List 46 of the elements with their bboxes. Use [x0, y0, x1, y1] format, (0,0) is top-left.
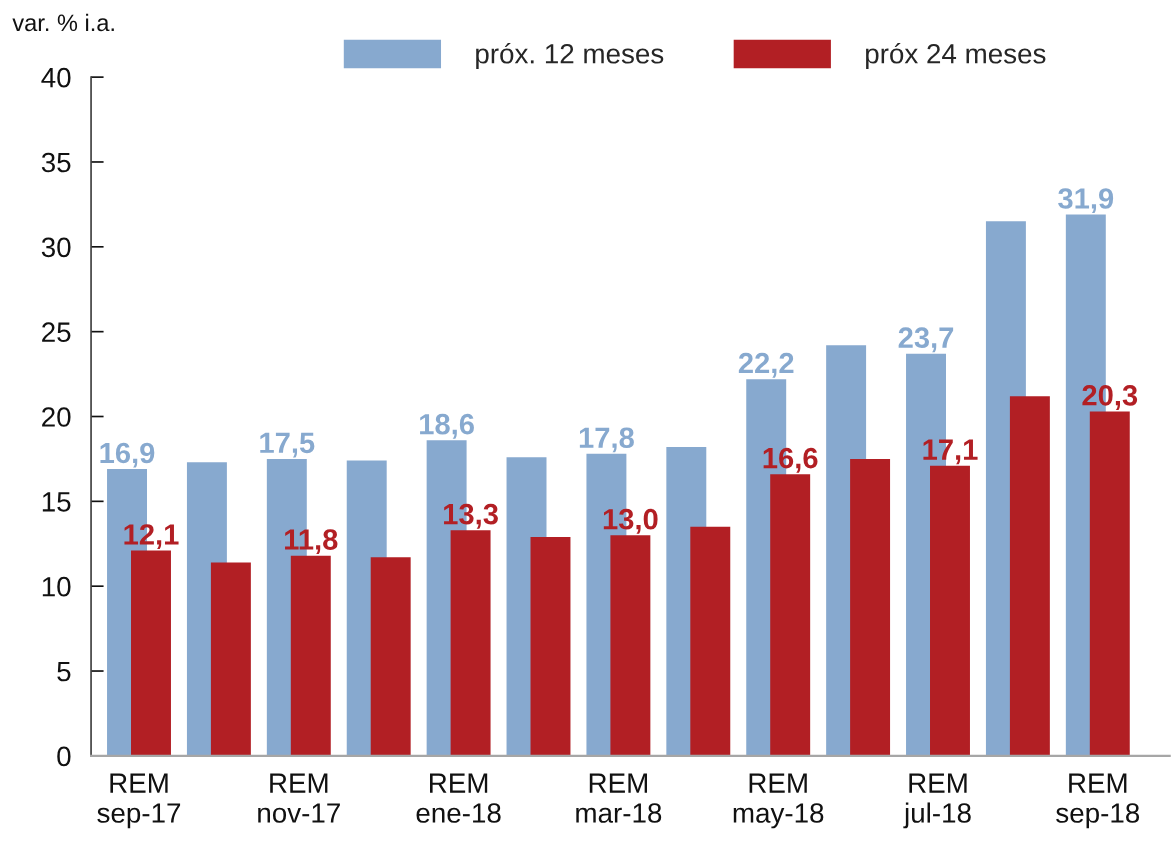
- x-tick-label: REM ene-18: [416, 773, 501, 823]
- bar: [370, 557, 411, 756]
- data-label: 13,3: [444, 503, 498, 529]
- x-tick-label: REM mar-18: [576, 773, 662, 823]
- data-label: 18,6: [420, 413, 474, 439]
- bar: [530, 536, 571, 756]
- y-tick-label: 30: [41, 237, 71, 258]
- x-tick-label: REM may-18: [733, 773, 824, 829]
- bar: [450, 530, 491, 756]
- bar: [131, 550, 171, 756]
- data-label: 31,9: [1058, 188, 1114, 214]
- x-tick-label: REM jul-18: [903, 773, 971, 829]
- bar: [290, 555, 331, 756]
- data-label: 17,8: [579, 427, 634, 453]
- bar: [930, 465, 970, 756]
- bar: [770, 474, 811, 756]
- x-tick-label: REM sep-18: [1056, 773, 1140, 829]
- y-tick-label: 5: [57, 661, 71, 682]
- data-label: 17,5: [260, 432, 315, 458]
- x-tick-label: REM nov-17: [258, 773, 340, 823]
- legend-label: próx 24 meses: [866, 42, 1046, 70]
- data-label: 22,2: [738, 352, 794, 378]
- bar: [1089, 411, 1130, 756]
- y-tick-label: 20: [42, 407, 71, 427]
- y-tick-label: 10: [42, 576, 71, 597]
- bar: [610, 535, 651, 756]
- y-tick-label: 40: [41, 67, 71, 88]
- data-label: 16,9: [100, 442, 155, 468]
- bar: [1009, 396, 1050, 756]
- y-axis-title: var. % i.a.: [12, 13, 114, 32]
- data-label: 13,0: [603, 508, 658, 534]
- legend-label: próx. 12 meses: [476, 42, 664, 70]
- bar: [690, 526, 731, 756]
- bar: [210, 562, 251, 756]
- data-label: 11,8: [285, 529, 338, 555]
- data-label: 20,3: [1082, 384, 1138, 410]
- data-label: 23,7: [898, 327, 954, 353]
- y-tick-label: 25: [42, 322, 71, 342]
- data-label: 12,1: [124, 524, 179, 550]
- data-label: 17,1: [923, 439, 978, 465]
- x-tick-label: REM sep-17: [97, 773, 181, 829]
- bar: [850, 458, 891, 756]
- y-tick-label: 35: [41, 152, 71, 173]
- y-tick-label: 0: [57, 746, 71, 767]
- data-label: 16,6: [763, 447, 818, 473]
- y-tick-label: 15: [42, 492, 71, 512]
